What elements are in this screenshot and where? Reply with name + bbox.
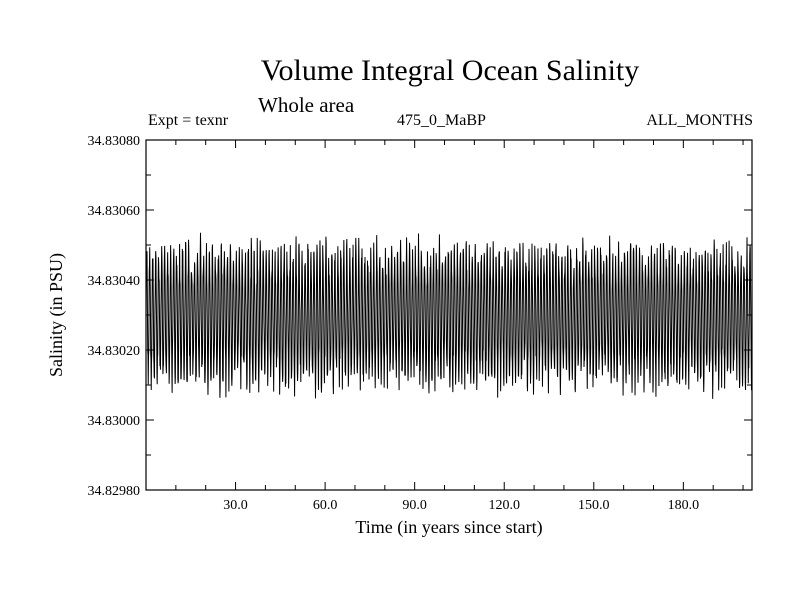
- period-label: 475_0_MaBP: [397, 112, 486, 129]
- ticks-layer: 30.0 60.0 90.0 120.0 150.0 180.0 34.82980 34.83…: [88, 134, 752, 513]
- x-axis-label: Time (in years since start): [355, 517, 542, 538]
- x-tick-label: 30.0: [223, 498, 248, 513]
- salinity-series-line: [145, 232, 753, 399]
- experiment-label: Expt = texnr: [148, 112, 229, 129]
- y-tick-label: 34.83020: [88, 344, 141, 359]
- x-tick-label: 150.0: [578, 498, 610, 513]
- x-tick-label: 60.0: [313, 498, 338, 513]
- y-tick-label: 34.83080: [88, 134, 141, 149]
- y-tick-label: 34.83060: [88, 204, 141, 219]
- x-tick-label: 90.0: [402, 498, 427, 513]
- y-tick-label: 34.83040: [88, 274, 141, 289]
- months-label: ALL_MONTHS: [646, 112, 753, 129]
- y-axis-label: Salinity (in PSU): [46, 253, 67, 377]
- x-tick-label: 120.0: [488, 498, 520, 513]
- series-layer: [145, 232, 753, 399]
- plot-frame: [145, 139, 753, 491]
- x-tick-label: 180.0: [668, 498, 700, 513]
- y-tick-label: 34.82980: [88, 484, 141, 499]
- y-tick-label: 34.83000: [88, 414, 141, 429]
- chart-subtitle: Whole area: [258, 93, 355, 117]
- chart-title: Volume Integral Ocean Salinity: [260, 54, 640, 87]
